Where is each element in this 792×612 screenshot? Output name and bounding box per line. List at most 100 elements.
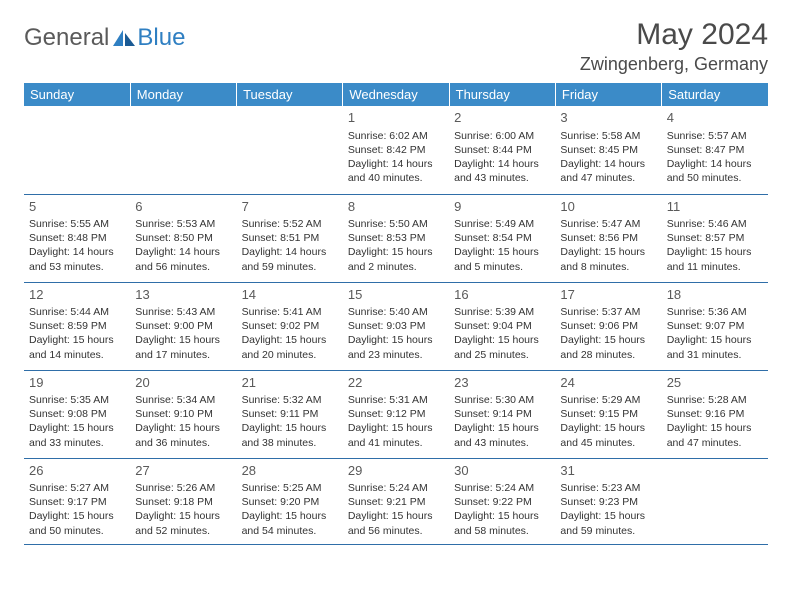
sunset-line: Sunset: 8:59 PM [29,319,125,333]
sunset-line: Sunset: 8:42 PM [348,143,444,157]
sunrise-line: Sunrise: 5:23 AM [560,481,656,495]
day-header: Sunday [24,83,130,106]
day-number: 4 [667,109,763,127]
calendar-cell: 22Sunrise: 5:31 AMSunset: 9:12 PMDayligh… [343,370,449,458]
daylight-line: Daylight: 15 hours and 59 minutes. [560,509,656,537]
day-number: 27 [135,462,231,480]
sunset-line: Sunset: 9:07 PM [667,319,763,333]
calendar-cell: 24Sunrise: 5:29 AMSunset: 9:15 PMDayligh… [555,370,661,458]
day-header: Friday [555,83,661,106]
day-number: 9 [454,198,550,216]
sunset-line: Sunset: 9:00 PM [135,319,231,333]
calendar-cell: 4Sunrise: 5:57 AMSunset: 8:47 PMDaylight… [662,106,768,194]
sunrise-line: Sunrise: 5:24 AM [348,481,444,495]
day-number: 12 [29,286,125,304]
day-header: Wednesday [343,83,449,106]
day-number: 26 [29,462,125,480]
sunset-line: Sunset: 8:44 PM [454,143,550,157]
day-number: 23 [454,374,550,392]
daylight-line: Daylight: 15 hours and 45 minutes. [560,421,656,449]
day-number: 30 [454,462,550,480]
day-number: 5 [29,198,125,216]
day-number: 11 [667,198,763,216]
day-number: 3 [560,109,656,127]
sunset-line: Sunset: 9:06 PM [560,319,656,333]
sunrise-line: Sunrise: 5:49 AM [454,217,550,231]
sunset-line: Sunset: 8:50 PM [135,231,231,245]
daylight-line: Daylight: 15 hours and 31 minutes. [667,333,763,361]
sunrise-line: Sunrise: 5:57 AM [667,129,763,143]
day-number: 17 [560,286,656,304]
daylight-line: Daylight: 14 hours and 43 minutes. [454,157,550,185]
calendar-cell: 25Sunrise: 5:28 AMSunset: 9:16 PMDayligh… [662,370,768,458]
daylight-line: Daylight: 15 hours and 14 minutes. [29,333,125,361]
sunrise-line: Sunrise: 6:00 AM [454,129,550,143]
day-number: 20 [135,374,231,392]
month-title: May 2024 [580,18,768,52]
daylight-line: Daylight: 14 hours and 59 minutes. [242,245,338,273]
calendar-cell: 13Sunrise: 5:43 AMSunset: 9:00 PMDayligh… [130,282,236,370]
calendar-cell: 18Sunrise: 5:36 AMSunset: 9:07 PMDayligh… [662,282,768,370]
logo-sail-icon [113,30,135,46]
sunset-line: Sunset: 9:18 PM [135,495,231,509]
calendar-cell: 16Sunrise: 5:39 AMSunset: 9:04 PMDayligh… [449,282,555,370]
daylight-line: Daylight: 15 hours and 54 minutes. [242,509,338,537]
day-number: 21 [242,374,338,392]
calendar-cell: 26Sunrise: 5:27 AMSunset: 9:17 PMDayligh… [24,458,130,544]
sunrise-line: Sunrise: 5:58 AM [560,129,656,143]
day-number: 10 [560,198,656,216]
daylight-line: Daylight: 14 hours and 50 minutes. [667,157,763,185]
sunset-line: Sunset: 9:20 PM [242,495,338,509]
day-header: Thursday [449,83,555,106]
day-number: 25 [667,374,763,392]
day-number: 2 [454,109,550,127]
day-number: 16 [454,286,550,304]
day-number: 22 [348,374,444,392]
calendar-cell: 6Sunrise: 5:53 AMSunset: 8:50 PMDaylight… [130,194,236,282]
calendar-cell: 27Sunrise: 5:26 AMSunset: 9:18 PMDayligh… [130,458,236,544]
daylight-line: Daylight: 15 hours and 56 minutes. [348,509,444,537]
day-number: 19 [29,374,125,392]
calendar-cell: 31Sunrise: 5:23 AMSunset: 9:23 PMDayligh… [555,458,661,544]
sunset-line: Sunset: 9:23 PM [560,495,656,509]
calendar-cell: 9Sunrise: 5:49 AMSunset: 8:54 PMDaylight… [449,194,555,282]
sunrise-line: Sunrise: 5:36 AM [667,305,763,319]
calendar-cell: 23Sunrise: 5:30 AMSunset: 9:14 PMDayligh… [449,370,555,458]
day-number: 8 [348,198,444,216]
day-number: 28 [242,462,338,480]
brand-part1: General [24,24,109,52]
sunrise-line: Sunrise: 5:39 AM [454,305,550,319]
day-number: 18 [667,286,763,304]
calendar-cell: 28Sunrise: 5:25 AMSunset: 9:20 PMDayligh… [237,458,343,544]
sunset-line: Sunset: 9:03 PM [348,319,444,333]
day-header: Tuesday [237,83,343,106]
title-block: May 2024 Zwingenberg, Germany [580,18,768,75]
daylight-line: Daylight: 15 hours and 50 minutes. [29,509,125,537]
sunset-line: Sunset: 9:04 PM [454,319,550,333]
daylight-line: Daylight: 15 hours and 11 minutes. [667,245,763,273]
calendar-cell: 15Sunrise: 5:40 AMSunset: 9:03 PMDayligh… [343,282,449,370]
calendar-cell: 5Sunrise: 5:55 AMSunset: 8:48 PMDaylight… [24,194,130,282]
day-number: 14 [242,286,338,304]
calendar-cell: 1Sunrise: 6:02 AMSunset: 8:42 PMDaylight… [343,106,449,194]
sunrise-line: Sunrise: 5:37 AM [560,305,656,319]
daylight-line: Daylight: 15 hours and 36 minutes. [135,421,231,449]
daylight-line: Daylight: 15 hours and 17 minutes. [135,333,231,361]
daylight-line: Daylight: 15 hours and 38 minutes. [242,421,338,449]
calendar-cell: 14Sunrise: 5:41 AMSunset: 9:02 PMDayligh… [237,282,343,370]
brand-part2: Blue [137,24,185,52]
calendar-cell: 30Sunrise: 5:24 AMSunset: 9:22 PMDayligh… [449,458,555,544]
day-header: Monday [130,83,236,106]
sunset-line: Sunset: 9:02 PM [242,319,338,333]
calendar-cell [130,106,236,194]
sunrise-line: Sunrise: 5:30 AM [454,393,550,407]
day-number: 15 [348,286,444,304]
header: General Blue May 2024 Zwingenberg, Germa… [24,18,768,75]
sunset-line: Sunset: 8:45 PM [560,143,656,157]
calendar-cell [662,458,768,544]
calendar-cell [24,106,130,194]
sunset-line: Sunset: 9:11 PM [242,407,338,421]
day-number: 24 [560,374,656,392]
sunset-line: Sunset: 8:53 PM [348,231,444,245]
sunrise-line: Sunrise: 5:52 AM [242,217,338,231]
